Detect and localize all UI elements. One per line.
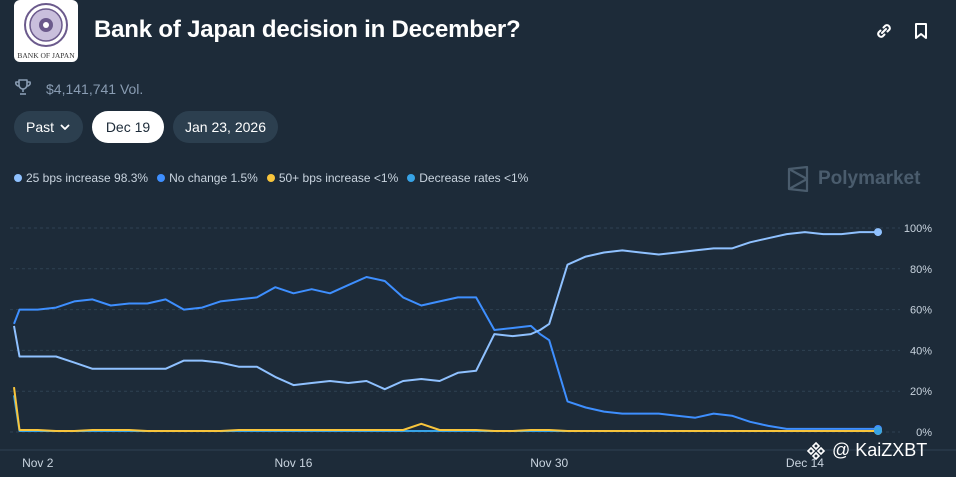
legend-item: No change 1.5% — [157, 171, 258, 185]
bookmark-icon[interactable] — [910, 20, 932, 42]
x-tick-label: Nov 30 — [530, 456, 568, 470]
link-icon[interactable] — [873, 20, 895, 42]
legend-dot — [266, 174, 275, 182]
y-tick-label: 100% — [904, 223, 932, 235]
x-tick-label: Dec 14 — [786, 456, 824, 470]
volume-text: $4,141,741 Vol. — [46, 81, 144, 97]
y-tick-label: 0% — [916, 427, 932, 439]
series-endpoint — [874, 228, 882, 237]
x-axis-labels: Nov 2 Nov 16 Nov 30 Dec 14 — [22, 456, 824, 470]
legend-label: No change 1.5% — [169, 171, 258, 185]
series-endpoints — [874, 228, 882, 435]
watermark-text: KaiZXBT — [855, 440, 928, 460]
volume-row: $4,141,741 Vol. — [14, 78, 144, 101]
series-line — [13, 276, 878, 430]
legend-label: 50+ bps increase <1% — [278, 171, 399, 185]
y-axis-labels: 0% 20% 40% 60% 80% 100% — [904, 223, 932, 439]
polymarket-brand: Polymarket — [786, 166, 920, 192]
watermark: @ KaiZXBT — [806, 440, 927, 461]
legend-label: Decrease rates <1% — [419, 171, 529, 185]
x-tick-label: Nov 2 — [22, 456, 54, 470]
bank-of-japan-logo: BANK OF JAPAN — [14, 0, 78, 62]
y-tick-label: 60% — [910, 305, 932, 317]
date-tab-jan-23-2026[interactable]: Jan 23, 2026 — [173, 111, 278, 143]
legend-dot — [407, 174, 416, 182]
market-title: Bank of Japan decision in December? — [94, 16, 521, 43]
y-tick-label: 80% — [910, 264, 932, 276]
x-tick-label: Nov 16 — [274, 456, 312, 470]
chart-series — [13, 231, 878, 432]
polymarket-logo-icon — [786, 166, 810, 192]
y-tick-label: 40% — [910, 345, 932, 357]
trophy-icon — [14, 78, 32, 101]
legend-item: 50+ bps increase <1% — [266, 171, 399, 185]
legend-label: 25 bps increase 98.3% — [26, 171, 149, 185]
past-dropdown[interactable]: Past — [14, 111, 83, 143]
binance-icon — [806, 441, 826, 461]
series-line — [13, 395, 878, 432]
chart-legend: 25 bps increase 98.3% No change 1.5% 50+… — [14, 171, 537, 185]
legend-item: 25 bps increase 98.3% — [14, 171, 148, 185]
logo-text: BANK OF JAPAN — [17, 51, 75, 60]
chart-grid — [0, 227, 956, 451]
legend-dot — [157, 174, 166, 182]
series-line — [13, 386, 878, 432]
y-tick-label: 20% — [910, 386, 932, 398]
legend-dot — [14, 174, 22, 182]
date-tab-dec-19[interactable]: Dec 19 — [92, 111, 164, 143]
legend-item: Decrease rates <1% — [407, 171, 528, 185]
polymarket-label: Polymarket — [818, 168, 921, 189]
probability-line-chart: 0% 20% 40% 60% 80% 100% Nov 2 Nov 16 Nov 30 Dec … — [0, 223, 956, 470]
chevron-down-icon — [59, 121, 71, 133]
past-label: Past — [25, 119, 54, 135]
watermark-at: @ — [832, 440, 851, 460]
series-line — [13, 231, 878, 391]
series-endpoint — [874, 426, 882, 435]
